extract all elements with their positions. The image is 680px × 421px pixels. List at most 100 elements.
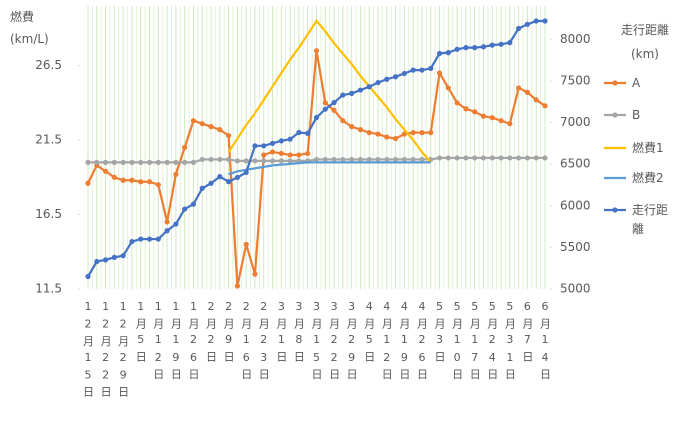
data-point	[94, 159, 100, 165]
data-point	[507, 40, 513, 46]
data-point	[243, 241, 249, 247]
data-point	[480, 44, 487, 50]
data-point	[190, 201, 197, 207]
data-point	[155, 236, 161, 242]
data-point	[542, 18, 548, 24]
data-point	[287, 136, 293, 142]
data-point	[129, 238, 135, 245]
y2-tick-label: 5000	[560, 282, 591, 296]
data-point	[454, 46, 460, 52]
y2-tick-label: 7500	[560, 73, 591, 87]
data-point	[542, 103, 548, 109]
data-point	[419, 67, 425, 73]
data-point	[164, 219, 170, 225]
x-tick-label: 1月26日	[187, 300, 200, 384]
data-point	[138, 179, 144, 185]
data-point	[313, 156, 320, 163]
legend-label: 走行距離	[632, 203, 669, 236]
data-point	[226, 156, 232, 163]
data-point	[357, 156, 364, 163]
data-point	[357, 87, 364, 93]
data-point	[278, 138, 284, 144]
data-point	[436, 50, 443, 57]
data-point	[331, 99, 337, 106]
data-point	[516, 155, 522, 161]
data-point	[392, 156, 399, 163]
y2-axis-label: 走行距離 (km)	[620, 23, 669, 61]
data-point	[278, 150, 284, 157]
data-point	[410, 130, 416, 136]
x-tick-label: 5月10日	[451, 300, 464, 384]
data-point	[252, 158, 258, 164]
data-point	[428, 130, 434, 136]
y2-tick-label: 6500	[560, 157, 591, 171]
data-point	[498, 118, 504, 124]
data-point	[269, 140, 276, 146]
data-point	[480, 113, 487, 119]
data-point	[454, 155, 460, 161]
data-point	[322, 106, 328, 112]
y2-tick-label: 6000	[560, 198, 591, 212]
x-tick-label: 3月22日	[328, 300, 341, 384]
data-point	[129, 177, 135, 183]
data-point	[463, 106, 469, 112]
data-point	[507, 121, 513, 127]
data-point	[357, 127, 364, 133]
data-point	[155, 182, 161, 188]
data-point	[322, 100, 328, 106]
data-point	[463, 45, 469, 51]
y2-tick-label: 5500	[560, 240, 591, 254]
data-point	[340, 92, 346, 98]
data-point	[94, 258, 100, 265]
data-point	[366, 130, 372, 136]
data-point	[410, 156, 416, 163]
data-point	[445, 50, 451, 56]
data-point	[445, 85, 451, 91]
data-point	[243, 169, 249, 176]
x-tick-label: 5月31日	[503, 300, 516, 384]
legend-label: 燃費1	[632, 141, 664, 155]
data-point	[533, 18, 539, 24]
data-point	[138, 236, 144, 242]
data-point	[173, 171, 179, 177]
data-point	[313, 48, 320, 54]
legend-swatch	[612, 207, 618, 213]
series-line	[227, 19, 432, 164]
x-tick-label: 3月1日	[275, 300, 288, 366]
data-point	[489, 155, 495, 161]
data-point	[472, 109, 478, 115]
data-point	[287, 152, 293, 158]
data-point	[164, 228, 170, 234]
data-point	[261, 143, 267, 149]
data-point	[208, 124, 214, 130]
data-point	[524, 21, 531, 27]
x-tick-label: 2月16日	[240, 300, 253, 384]
data-point	[384, 134, 390, 140]
x-tick-label: 6月14日	[539, 300, 552, 384]
data-point	[138, 159, 144, 165]
x-tick-label: 6月7日	[521, 300, 534, 366]
data-point	[366, 156, 372, 163]
data-point	[489, 42, 495, 48]
data-point	[261, 158, 267, 164]
data-point	[375, 156, 381, 163]
data-point	[349, 156, 355, 163]
data-point	[331, 156, 337, 163]
x-tick-label: 1月5日	[134, 300, 147, 366]
data-point	[85, 273, 91, 280]
data-point	[182, 144, 188, 151]
data-point	[208, 180, 214, 186]
data-point	[226, 179, 232, 185]
series-line	[228, 161, 431, 176]
y-tick-label: 21.5	[35, 133, 62, 147]
data-point	[498, 41, 504, 47]
x-tick-label: 4月12日	[380, 300, 393, 384]
x-tick-label: 4月26日	[415, 300, 428, 384]
data-point	[190, 159, 197, 165]
x-tick-label: 3月8日	[292, 300, 305, 366]
legend-swatch	[612, 112, 618, 118]
y-tick-label: 16.5	[35, 207, 62, 221]
data-point	[445, 155, 451, 161]
data-point	[428, 65, 434, 72]
